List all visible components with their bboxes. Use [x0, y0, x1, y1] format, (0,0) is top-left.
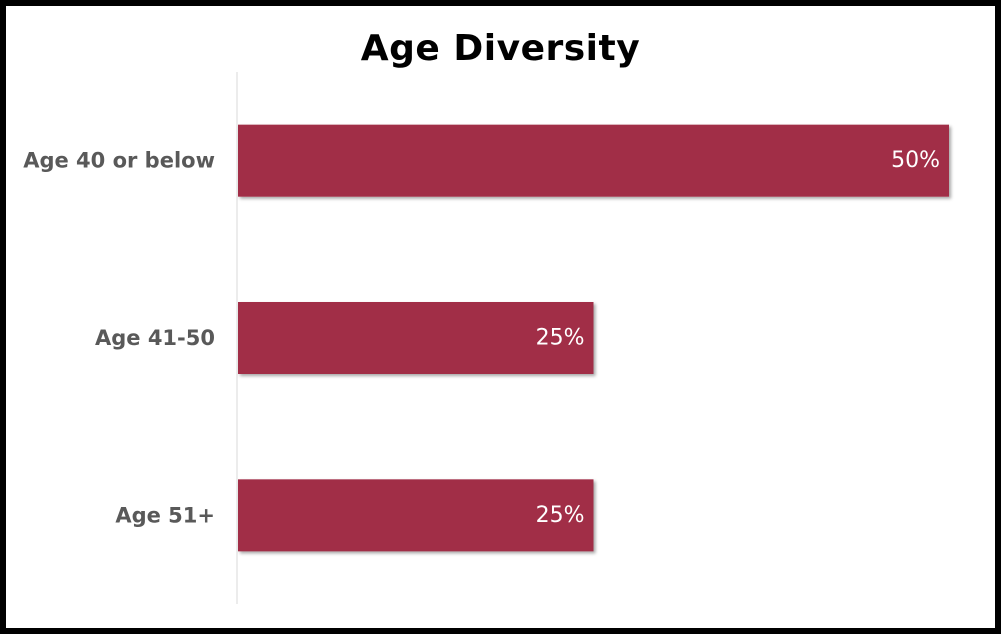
bar — [238, 302, 594, 374]
data-label: 25% — [536, 503, 585, 528]
bar — [238, 479, 594, 552]
category-label: Age 41-50 — [95, 326, 215, 350]
chart-title: Age Diversity — [360, 28, 641, 69]
category-label: Age 51+ — [115, 503, 215, 527]
data-label: 50% — [891, 148, 940, 173]
bar-chart: Age 40 or below 50% Age 41-50 25% Age 51+ 25% — [23, 72, 949, 604]
category-label: Age 40 or below — [23, 149, 215, 173]
data-label: 25% — [536, 326, 585, 351]
bar — [238, 124, 949, 197]
